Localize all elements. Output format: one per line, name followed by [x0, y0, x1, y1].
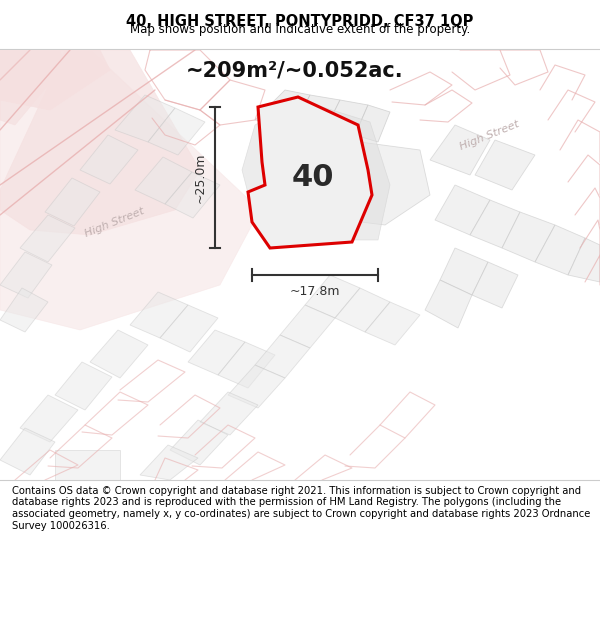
Polygon shape: [130, 292, 188, 338]
Polygon shape: [200, 392, 258, 435]
Polygon shape: [165, 172, 220, 218]
Polygon shape: [472, 262, 518, 308]
Polygon shape: [255, 90, 310, 125]
Polygon shape: [90, 330, 148, 378]
Polygon shape: [80, 135, 138, 184]
Polygon shape: [188, 330, 245, 375]
Polygon shape: [55, 362, 112, 410]
Polygon shape: [355, 105, 390, 142]
Text: High Street: High Street: [84, 206, 146, 239]
Polygon shape: [300, 140, 430, 225]
Polygon shape: [425, 280, 472, 328]
Polygon shape: [568, 238, 600, 282]
Text: ~25.0m: ~25.0m: [194, 152, 207, 202]
Polygon shape: [248, 97, 372, 248]
Polygon shape: [0, 50, 65, 125]
Text: High Street: High Street: [301, 144, 359, 176]
Polygon shape: [255, 335, 310, 378]
Text: ~17.8m: ~17.8m: [290, 285, 340, 298]
Polygon shape: [440, 248, 488, 295]
Polygon shape: [0, 50, 110, 110]
Polygon shape: [0, 428, 55, 475]
Polygon shape: [0, 50, 260, 330]
Polygon shape: [502, 212, 555, 262]
Text: High Street: High Street: [459, 119, 521, 151]
Polygon shape: [20, 215, 75, 262]
Polygon shape: [0, 252, 52, 298]
Polygon shape: [160, 305, 218, 352]
Polygon shape: [55, 450, 120, 480]
Polygon shape: [228, 365, 285, 408]
Polygon shape: [242, 100, 390, 240]
Text: 40: 40: [292, 164, 334, 192]
Polygon shape: [535, 225, 585, 275]
Polygon shape: [20, 395, 78, 442]
Text: ~209m²/~0.052ac.: ~209m²/~0.052ac.: [186, 60, 404, 80]
Polygon shape: [280, 305, 335, 348]
Polygon shape: [335, 288, 390, 332]
Text: Map shows position and indicative extent of the property.: Map shows position and indicative extent…: [130, 23, 470, 36]
Polygon shape: [295, 95, 340, 130]
Polygon shape: [435, 185, 490, 235]
Polygon shape: [135, 157, 192, 204]
Polygon shape: [305, 275, 360, 318]
Polygon shape: [470, 200, 520, 248]
Polygon shape: [365, 302, 420, 345]
Polygon shape: [45, 178, 100, 226]
Text: 40, HIGH STREET, PONTYPRIDD, CF37 1QP: 40, HIGH STREET, PONTYPRIDD, CF37 1QP: [127, 14, 473, 29]
Polygon shape: [430, 125, 490, 175]
Polygon shape: [148, 108, 205, 155]
Polygon shape: [475, 140, 535, 190]
Text: Contains OS data © Crown copyright and database right 2021. This information is : Contains OS data © Crown copyright and d…: [12, 486, 590, 531]
Polygon shape: [0, 50, 200, 235]
Polygon shape: [170, 420, 228, 465]
Polygon shape: [325, 100, 368, 135]
Polygon shape: [218, 342, 275, 388]
Polygon shape: [115, 95, 175, 142]
Polygon shape: [0, 288, 48, 332]
Polygon shape: [140, 445, 198, 480]
